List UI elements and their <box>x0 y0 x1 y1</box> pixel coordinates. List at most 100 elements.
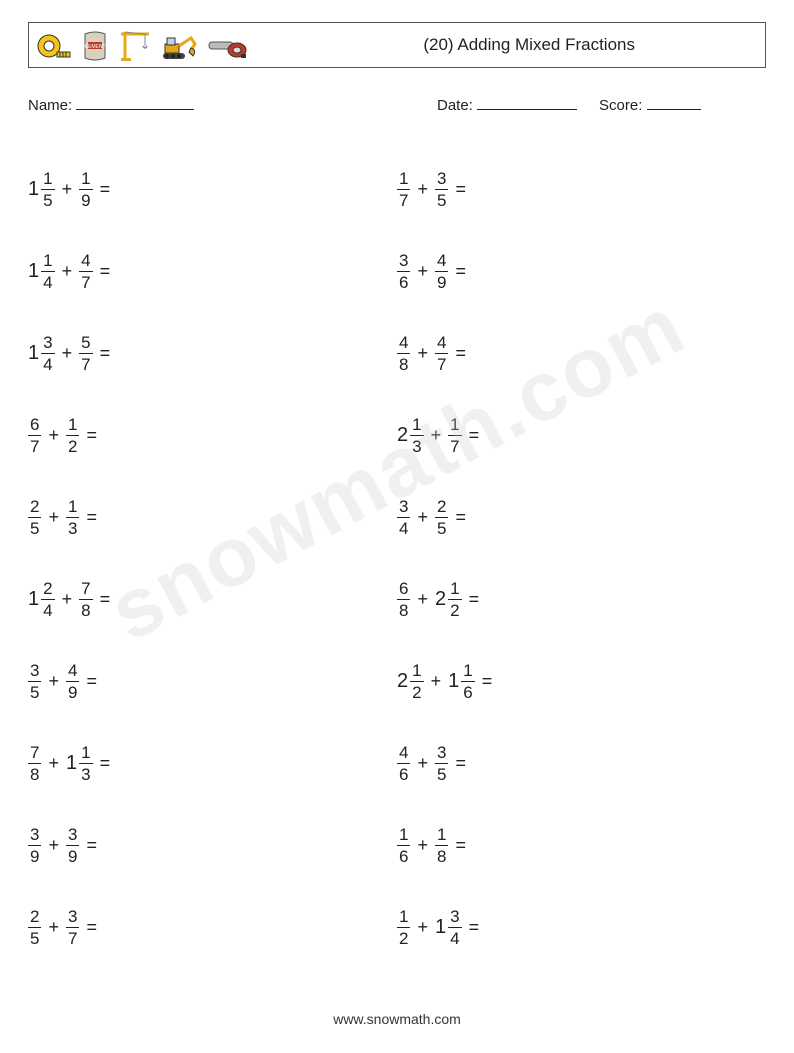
numerator: 4 <box>435 252 448 271</box>
fraction-term: 212 <box>397 662 424 701</box>
plus-operator: + <box>62 179 73 200</box>
equals-sign: = <box>100 589 111 610</box>
problem: 212+116= <box>397 640 766 722</box>
problem: 35+49= <box>28 640 397 722</box>
problem: 68+212= <box>397 558 766 640</box>
numerator: 1 <box>66 498 79 517</box>
numerator: 1 <box>41 170 54 189</box>
plus-operator: + <box>431 671 442 692</box>
fraction-term: 57 <box>79 334 92 373</box>
plus-operator: + <box>48 753 59 774</box>
problem: 46+35= <box>397 722 766 804</box>
worksheet-title: (20) Adding Mixed Fractions <box>423 35 635 55</box>
numerator: 4 <box>79 252 92 271</box>
equals-sign: = <box>455 753 466 774</box>
fraction-term: 35 <box>435 744 448 783</box>
fraction-term: 47 <box>79 252 92 291</box>
fraction: 78 <box>79 580 92 619</box>
fraction: 68 <box>397 580 410 619</box>
denominator: 6 <box>397 271 410 291</box>
equals-sign: = <box>86 425 97 446</box>
denominator: 5 <box>435 763 448 783</box>
numerator: 3 <box>435 170 448 189</box>
problem: 36+49= <box>397 230 766 312</box>
numerator: 3 <box>66 908 79 927</box>
fraction: 48 <box>397 334 410 373</box>
whole-part: 1 <box>28 178 39 201</box>
denominator: 7 <box>66 927 79 947</box>
fraction: 19 <box>79 170 92 209</box>
denominator: 7 <box>448 435 461 455</box>
excavator-icon <box>161 32 199 62</box>
denominator: 5 <box>28 681 41 701</box>
fraction: 24 <box>41 580 54 619</box>
cement-bag-icon: CEMENT <box>79 30 111 62</box>
whole-part: 1 <box>435 916 446 939</box>
denominator: 7 <box>79 353 92 373</box>
fraction-term: 78 <box>28 744 41 783</box>
score-blank[interactable] <box>647 94 701 110</box>
name-blank[interactable] <box>76 94 194 110</box>
equals-sign: = <box>469 425 480 446</box>
whole-part: 1 <box>28 342 39 365</box>
fraction: 17 <box>397 170 410 209</box>
fraction-term: 134 <box>435 908 462 947</box>
fraction-term: 19 <box>79 170 92 209</box>
equals-sign: = <box>455 835 466 856</box>
date-label: Date: <box>437 97 473 114</box>
equals-sign: = <box>86 835 97 856</box>
fraction: 49 <box>435 252 448 291</box>
fraction: 12 <box>66 416 79 455</box>
fraction: 35 <box>435 744 448 783</box>
footer-url: www.snowmath.com <box>0 1011 794 1027</box>
fraction: 35 <box>28 662 41 701</box>
whole-part: 1 <box>448 670 459 693</box>
fraction: 47 <box>435 334 448 373</box>
problem: 25+13= <box>28 476 397 558</box>
fraction-term: 17 <box>448 416 461 455</box>
denominator: 7 <box>435 353 448 373</box>
denominator: 2 <box>448 599 461 619</box>
equals-sign: = <box>455 507 466 528</box>
whole-part: 1 <box>28 588 39 611</box>
fraction-term: 35 <box>435 170 448 209</box>
equals-sign: = <box>469 589 480 610</box>
numerator: 3 <box>397 252 410 271</box>
numerator: 4 <box>66 662 79 681</box>
denominator: 2 <box>66 435 79 455</box>
problems-column-left: 115+19=114+47=134+57=67+12=25+13=124+78=… <box>28 148 397 968</box>
svg-text:CEMENT: CEMENT <box>84 44 105 50</box>
plus-operator: + <box>417 507 428 528</box>
fraction: 12 <box>448 580 461 619</box>
denominator: 9 <box>435 271 448 291</box>
plus-operator: + <box>48 425 59 446</box>
fraction-term: 78 <box>79 580 92 619</box>
denominator: 5 <box>435 189 448 209</box>
fraction-term: 115 <box>28 170 55 209</box>
fraction-term: 39 <box>66 826 79 865</box>
fraction-term: 49 <box>435 252 448 291</box>
fraction-term: 67 <box>28 416 41 455</box>
equals-sign: = <box>100 753 111 774</box>
fraction: 12 <box>410 662 423 701</box>
name-label: Name: <box>28 97 72 114</box>
fraction-term: 212 <box>435 580 462 619</box>
fraction: 14 <box>41 252 54 291</box>
numerator: 5 <box>79 334 92 353</box>
plus-operator: + <box>48 835 59 856</box>
denominator: 4 <box>41 353 54 373</box>
problems-grid: 115+19=114+47=134+57=67+12=25+13=124+78=… <box>28 148 766 968</box>
numerator: 3 <box>397 498 410 517</box>
numerator: 7 <box>79 580 92 599</box>
numerator: 1 <box>41 252 54 271</box>
date-blank[interactable] <box>477 94 577 110</box>
plus-operator: + <box>417 917 428 938</box>
problem: 78+113= <box>28 722 397 804</box>
numerator: 6 <box>28 416 41 435</box>
fraction-term: 134 <box>28 334 55 373</box>
fraction-term: 68 <box>397 580 410 619</box>
problem: 115+19= <box>28 148 397 230</box>
plus-operator: + <box>417 179 428 200</box>
problem: 124+78= <box>28 558 397 640</box>
fraction: 49 <box>66 662 79 701</box>
